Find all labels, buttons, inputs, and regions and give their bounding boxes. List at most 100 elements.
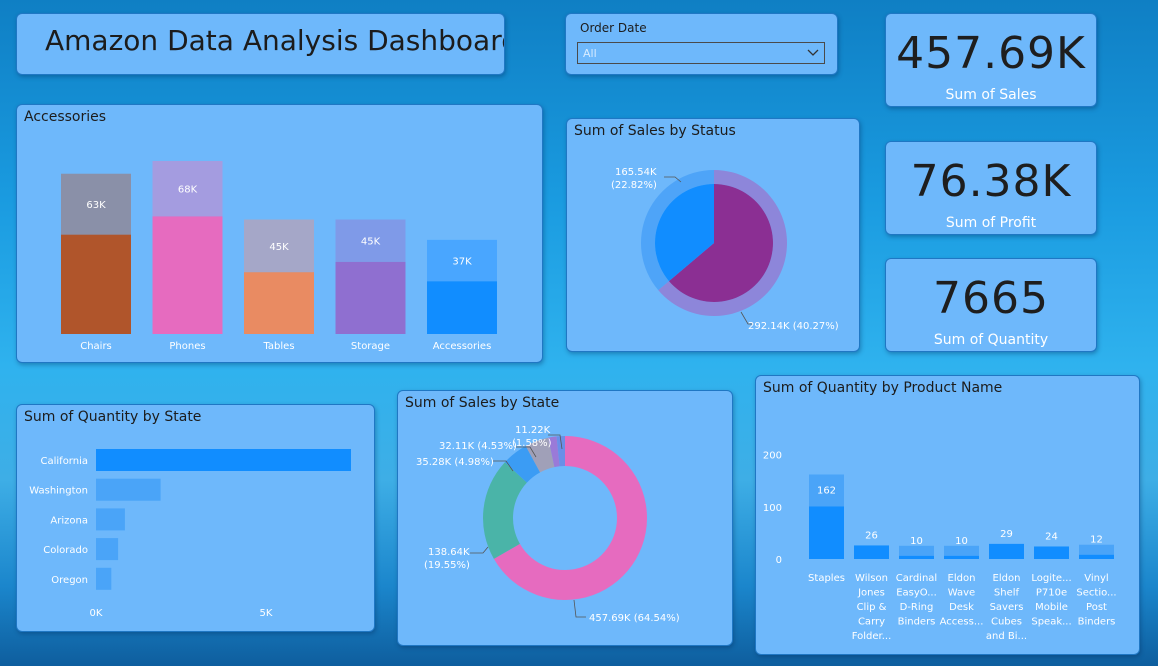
bar bbox=[854, 545, 889, 559]
chevron-down-icon bbox=[807, 49, 819, 56]
x-tick-label: Cubes bbox=[991, 617, 1022, 628]
leader-line bbox=[664, 176, 682, 183]
x-tick-label: Clip & bbox=[857, 602, 887, 613]
x-tick-label: Logite... bbox=[1031, 573, 1071, 584]
bar bbox=[96, 478, 161, 501]
bar bbox=[96, 538, 119, 561]
kpi-profit-card: 76.38K Sum of Profit bbox=[885, 141, 1097, 235]
x-tick-label: EasyO... bbox=[896, 588, 937, 599]
bar-data-label: 45K bbox=[361, 237, 381, 248]
y-tick-label: Arizona bbox=[50, 515, 88, 526]
bar bbox=[1079, 554, 1114, 559]
x-tick-label: Desk bbox=[949, 602, 974, 613]
slice-data-label: (19.55%) bbox=[424, 560, 470, 571]
pie-slice bbox=[655, 184, 714, 282]
leader-line bbox=[515, 446, 537, 458]
product-chart: 0 100 200 162 Staples 26 Wilson Jones Clip & Carr… bbox=[763, 451, 1117, 642]
kpi-sales-label: Sum of Sales bbox=[945, 87, 1037, 103]
state-qty-chart-card: Sum of Quantity by State California Washi… bbox=[16, 404, 375, 632]
bar-data-label: 29 bbox=[1000, 529, 1013, 540]
state-qty-chart-title: Sum of Quantity by State bbox=[24, 409, 202, 425]
leader-line bbox=[573, 599, 586, 618]
slice-data-label: (1.58%) bbox=[512, 438, 552, 449]
slice-data-label: 292.14K (40.27%) bbox=[748, 321, 839, 332]
pie-slice bbox=[668, 184, 773, 302]
kpi-quantity-label: Sum of Quantity bbox=[933, 332, 1049, 348]
x-tick-label: Mobile bbox=[1035, 602, 1068, 613]
y-tick-label: Washington bbox=[29, 486, 88, 497]
product-chart-card: Sum of Quantity by Product Name 0 100 200 1… bbox=[755, 375, 1140, 655]
x-tick-label: Carry bbox=[858, 617, 885, 628]
x-tick-label: Tables bbox=[262, 341, 294, 352]
title-card: Amazon Data Analysis Dashboard bbox=[16, 13, 505, 75]
accessories-chart-title: Accessories bbox=[24, 109, 107, 125]
x-tick-label: 0K bbox=[90, 608, 103, 619]
x-tick-label: Binders bbox=[898, 617, 936, 628]
bar bbox=[335, 261, 406, 334]
bar-data-label: 63K bbox=[86, 200, 106, 211]
leader-line bbox=[470, 546, 489, 554]
y-tick-label: Oregon bbox=[51, 575, 88, 586]
bar-top bbox=[152, 161, 223, 217]
x-tick-label: Storage bbox=[351, 341, 390, 352]
bar-data-label: 10 bbox=[955, 536, 968, 547]
donut-slice bbox=[483, 462, 527, 559]
slicer-label: Order Date bbox=[580, 21, 647, 35]
kpi-profit-value: 76.38K bbox=[910, 156, 1072, 207]
product-chart-title: Sum of Quantity by Product Name bbox=[763, 380, 1003, 396]
bar bbox=[899, 555, 934, 559]
donut-slice bbox=[493, 436, 647, 600]
kpi-profit-label: Sum of Profit bbox=[945, 215, 1037, 231]
x-tick-label: Speak... bbox=[1031, 617, 1071, 628]
slicer-value: All bbox=[583, 47, 597, 60]
x-tick-label: Vinyl bbox=[1084, 573, 1108, 584]
slice-data-label: 32.11K (4.53%) bbox=[439, 441, 517, 452]
x-tick-label: and Bi... bbox=[986, 631, 1027, 642]
accessories-chart-card: Accessories 63K Chairs 68K Phones 45K Tables 4… bbox=[16, 104, 543, 363]
x-tick-label: Chairs bbox=[80, 341, 112, 352]
x-tick-label: D-Ring bbox=[900, 602, 934, 613]
donut-slice bbox=[525, 437, 555, 473]
slice-data-label: 457.69K (64.54%) bbox=[589, 613, 680, 624]
x-tick-label: Eldon bbox=[948, 573, 976, 584]
x-tick-label: Shelf bbox=[994, 588, 1020, 599]
y-tick-label: Colorado bbox=[43, 545, 88, 556]
kpi-quantity-value: 7665 bbox=[933, 273, 1049, 324]
bar-top bbox=[244, 219, 314, 273]
slice-data-label: 35.28K (4.98%) bbox=[416, 457, 494, 468]
slice-data-label: (22.82%) bbox=[611, 180, 657, 191]
x-tick-label: 5K bbox=[260, 608, 273, 619]
x-tick-label: Staples bbox=[808, 573, 845, 584]
bar-data-label: 37K bbox=[452, 257, 472, 268]
kpi-quantity-card: 7665 Sum of Quantity bbox=[885, 258, 1097, 352]
bar bbox=[1034, 546, 1069, 559]
x-tick-label: Folder... bbox=[852, 631, 892, 642]
state-sales-chart-title: Sum of Sales by State bbox=[405, 395, 560, 411]
status-chart-title: Sum of Sales by Status bbox=[574, 123, 736, 139]
donut-slice bbox=[556, 436, 565, 467]
slice-data-label: 138.64K bbox=[428, 547, 470, 558]
slice-data-label: 165.54K bbox=[615, 167, 657, 178]
state-sales-chart: 457.69K (64.54%) 138.64K (19.55%) 35.28K (4… bbox=[416, 425, 680, 624]
x-tick-label: Post bbox=[1086, 602, 1107, 613]
x-tick-label: Wilson bbox=[855, 573, 888, 584]
donut-slice bbox=[504, 446, 541, 483]
kpi-sales-card: 457.69K Sum of Sales bbox=[885, 13, 1097, 107]
bar-top bbox=[899, 545, 934, 556]
bar bbox=[96, 449, 351, 471]
y-tick-label: California bbox=[41, 456, 89, 467]
bar-top bbox=[427, 239, 497, 282]
x-tick-label: Jones bbox=[857, 588, 885, 599]
bar-top bbox=[809, 474, 844, 507]
bar bbox=[244, 272, 314, 334]
bar bbox=[61, 234, 131, 334]
x-tick-label: Wave bbox=[948, 588, 975, 599]
bar-top bbox=[335, 219, 406, 262]
x-tick-label: Savers bbox=[990, 602, 1024, 613]
dashboard-title: Amazon Data Analysis Dashboard bbox=[45, 24, 505, 57]
bar bbox=[944, 555, 979, 559]
bar-data-label: 24 bbox=[1045, 531, 1058, 542]
slice-data-label: 11.22K bbox=[515, 425, 551, 436]
x-tick-label: Accessories bbox=[433, 341, 492, 352]
slicer-dropdown[interactable]: All bbox=[577, 42, 825, 64]
